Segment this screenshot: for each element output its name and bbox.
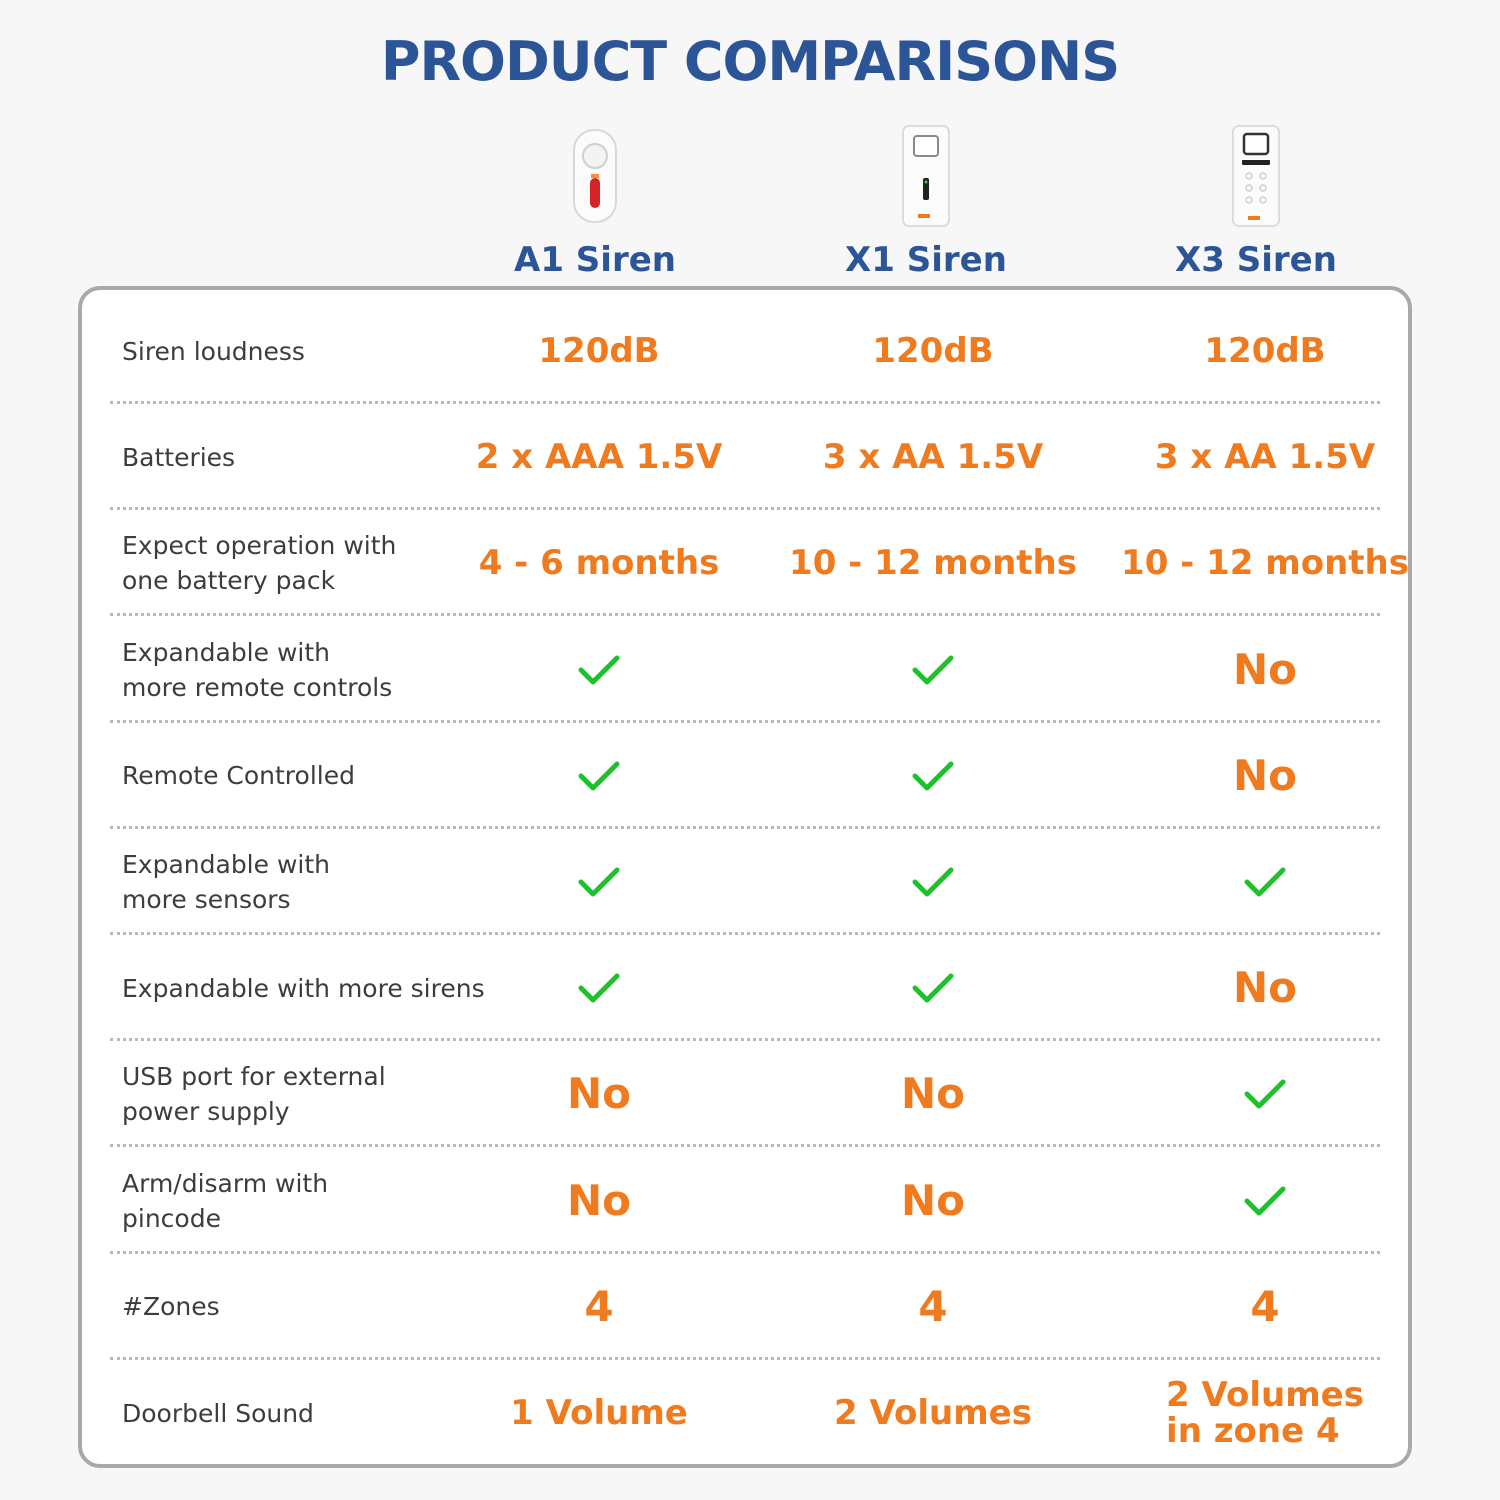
table-row: Expandable with more remote controls No — [82, 617, 1416, 723]
row-divider — [110, 1250, 1380, 1254]
table-row: Siren loudness 120dB 120dB 120dB — [82, 298, 1416, 404]
value-cell-a1: 120dB — [538, 331, 660, 371]
value-cell-a1: 1 Volume — [510, 1393, 688, 1433]
check-icon — [434, 829, 764, 935]
x3-siren-image — [1106, 118, 1406, 236]
check-icon — [434, 935, 764, 1041]
value-cell-x1: 3 x AA 1.5V — [822, 437, 1044, 478]
row-divider — [110, 507, 1380, 511]
product-name-x1: X1 Siren — [845, 240, 1007, 280]
row-divider — [110, 719, 1380, 723]
row-label: Expandable with more remote controls — [122, 637, 393, 702]
row-label: Expandable with more sirens — [122, 973, 485, 1003]
value-cell-a1: 4 — [584, 1281, 614, 1331]
check-icon — [768, 829, 1098, 935]
product-header-x1: X1 Siren — [776, 118, 1076, 280]
check-icon — [1100, 1041, 1430, 1147]
value-cell-a1: 2 x AAA 1.5V — [475, 437, 723, 478]
product-name-x3: X3 Siren — [1175, 240, 1337, 280]
value-cell-x3: 10 - 12 months — [1121, 543, 1409, 584]
x1-siren-image — [776, 118, 1076, 236]
product-header-a1: A1 Siren — [445, 118, 745, 280]
value-cell-x3: No — [1232, 644, 1297, 694]
row-divider — [110, 932, 1380, 935]
comparison-table: Siren loudness 120dB 120dB 120dB Batteries 2 … — [78, 286, 1412, 1468]
value-cell-a1: 4 - 6 months — [478, 543, 720, 584]
value-cell-a1: No — [566, 1175, 631, 1225]
row-label: #Zones — [122, 1292, 220, 1322]
table-row: Expandable with more sirens No — [82, 935, 1416, 1042]
table-row: Expandable with more sensors — [82, 829, 1416, 935]
value-cell-x3: 4 — [1250, 1281, 1280, 1331]
value-cell-x3: 120dB — [1204, 331, 1326, 371]
row-label: Siren loudness — [122, 336, 305, 366]
check-icon — [768, 723, 1098, 829]
value-cell-x3: No — [1232, 963, 1297, 1013]
check-icon — [434, 723, 764, 829]
table-row: Doorbell Sound 1 Volume 2 Volumes 2 Volumes… — [82, 1360, 1416, 1466]
check-icon — [768, 617, 1098, 723]
check-icon — [434, 617, 764, 723]
table-row: Expect operation with one battery pack 4 … — [82, 510, 1416, 617]
row-label: USB port for external power supply — [122, 1062, 386, 1127]
value-cell-x1: No — [900, 1175, 965, 1225]
check-icon — [768, 935, 1098, 1041]
value-cell-x3: 2 Volumes in zone 4 — [1166, 1375, 1364, 1451]
product-name-a1: A1 Siren — [514, 240, 676, 280]
check-icon — [1100, 829, 1430, 935]
row-label: Arm/disarm with pincode — [122, 1168, 329, 1233]
value-cell-x1: 120dB — [872, 331, 994, 371]
value-cell-x1: 10 - 12 months — [789, 543, 1077, 584]
value-cell-x3: No — [1232, 750, 1297, 800]
value-cell-x1: 2 Volumes — [834, 1393, 1032, 1433]
value-cell-x1: No — [900, 1069, 965, 1119]
row-label: Expandable with more sensors — [122, 850, 330, 914]
a1-siren-image — [445, 118, 745, 236]
table-row: USB port for external power supply No No — [82, 1041, 1416, 1148]
page-title: PRODUCT COMPARISONS — [380, 30, 1120, 93]
table-row: Batteries 2 x AAA 1.5V 3 x AA 1.5V 3 x AA 1… — [82, 404, 1416, 511]
row-divider — [110, 1144, 1380, 1148]
table-row: Arm/disarm with pincode No No — [82, 1148, 1416, 1254]
value-cell-x3: 3 x AA 1.5V — [1154, 437, 1376, 478]
row-divider — [110, 1356, 1380, 1360]
row-divider — [110, 1038, 1380, 1042]
table-row: #Zones 4 4 4 — [82, 1254, 1416, 1360]
row-divider — [110, 613, 1380, 617]
product-header-x3: X3 Siren — [1106, 118, 1406, 280]
row-divider — [110, 401, 1380, 404]
table-row: Remote Controlled No — [82, 723, 1416, 829]
row-label: Remote Controlled — [122, 761, 355, 791]
value-cell-a1: No — [566, 1069, 631, 1119]
check-icon — [1100, 1148, 1430, 1254]
row-label: Doorbell Sound — [122, 1398, 314, 1428]
value-cell-x1: 4 — [918, 1281, 948, 1331]
row-label: Batteries — [122, 442, 236, 472]
row-label: Expect operation with one battery pack — [122, 531, 397, 596]
row-divider — [110, 825, 1380, 829]
